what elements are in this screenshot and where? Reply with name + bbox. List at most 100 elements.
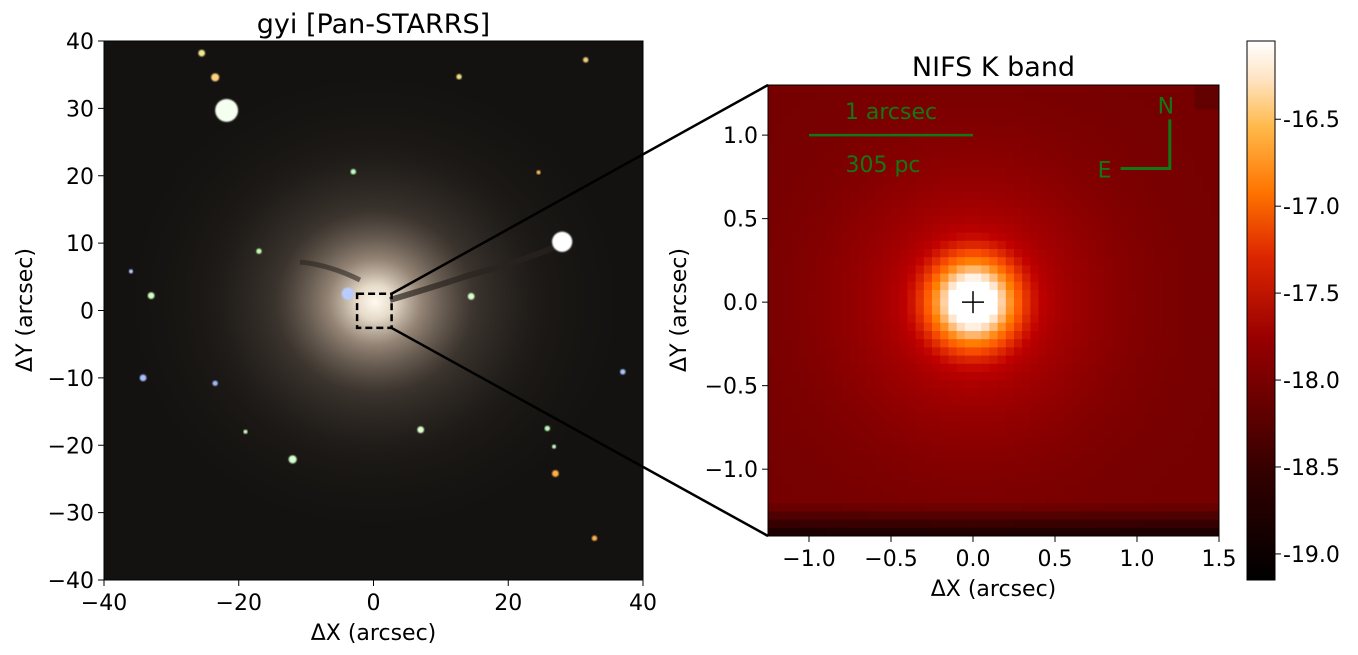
nifs-pixel	[776, 495, 785, 504]
nifs-pixel	[1096, 478, 1105, 488]
nifs-pixel	[792, 142, 802, 152]
nifs-pixel	[1120, 495, 1130, 504]
nifs-pixel	[1005, 265, 1015, 275]
nifs-pixel	[1014, 126, 1023, 135]
nifs-pixel	[1169, 454, 1179, 463]
nifs-pixel	[1096, 208, 1105, 217]
nifs-pixel	[973, 150, 982, 160]
nifs-pixel	[907, 126, 917, 135]
nifs-pixel	[1038, 191, 1048, 201]
nifs-pixel	[948, 167, 958, 176]
nifs-pixel	[997, 495, 1007, 504]
nifs-pixel	[1120, 372, 1130, 381]
nifs-pixel	[1186, 281, 1195, 291]
nifs-pixel	[1161, 85, 1171, 94]
nifs-pixel	[1153, 224, 1163, 234]
nifs-pixel	[1169, 462, 1179, 471]
nifs-pixel	[932, 117, 941, 127]
nifs-pixel	[1137, 527, 1146, 536]
nifs-pixel	[956, 445, 966, 455]
nifs-pixel	[1014, 454, 1023, 463]
nifs-pixel	[1030, 470, 1040, 480]
nifs-pixel	[1005, 126, 1015, 135]
nifs-pixel	[817, 363, 826, 373]
nifs-pixel	[956, 175, 966, 184]
nifs-pixel	[768, 249, 777, 258]
nifs-pixel	[817, 167, 826, 176]
nifs-pixel	[940, 191, 949, 201]
nifs-pixel	[1055, 331, 1064, 340]
nifs-pixel	[1046, 158, 1056, 168]
nifs-pixel	[940, 347, 949, 357]
nifs-pixel	[858, 273, 867, 283]
nifs-pixel	[1046, 511, 1056, 521]
nifs-pixel	[874, 240, 884, 250]
nifs-pixel	[792, 322, 802, 332]
nifs-pixel	[1005, 404, 1015, 414]
nifs-pixel	[776, 257, 785, 266]
nifs-pixel	[866, 322, 876, 332]
nifs-pixel	[1063, 265, 1072, 275]
nifs-pixel	[1038, 363, 1048, 373]
nifs-pixel	[1022, 290, 1031, 299]
nifs-pixel	[833, 503, 843, 512]
nifs-pixel	[1169, 150, 1179, 160]
nifs-pixel	[1137, 413, 1146, 422]
nifs-pixel	[776, 380, 785, 389]
nifs-pixel	[915, 462, 925, 471]
nifs-pixel	[768, 339, 777, 348]
nifs-pixel	[1079, 380, 1089, 389]
nifs-pixel	[1186, 142, 1195, 152]
nifs-pixel	[809, 232, 818, 242]
nifs-pixel	[1194, 158, 1204, 168]
nifs-pixel	[1112, 126, 1122, 135]
nifs-pixel	[858, 404, 867, 414]
nifs-pixel	[907, 339, 917, 348]
nifs-pixel	[1210, 388, 1219, 398]
nifs-pixel	[841, 109, 851, 119]
nifs-pixel	[1178, 290, 1187, 299]
nifs-pixel	[776, 363, 785, 373]
nifs-pixel	[784, 339, 794, 348]
nifs-pixel	[1194, 372, 1204, 381]
nifs-pixel	[923, 298, 933, 307]
nifs-pixel	[858, 101, 867, 111]
nifs-pixel	[841, 306, 851, 316]
nifs-pixel	[866, 462, 876, 471]
nifs-pixel	[899, 150, 908, 160]
nifs-pixel	[1030, 109, 1040, 119]
nifs-pixel	[989, 117, 999, 127]
nifs-pixel	[981, 519, 990, 529]
nifs-pixel	[964, 150, 974, 160]
nifs-pixel	[1014, 470, 1023, 480]
nifs-pixel	[948, 126, 958, 135]
nifs-pixel	[1128, 240, 1138, 250]
nifs-pixel	[1005, 167, 1015, 176]
nifs-pixel	[907, 224, 917, 234]
nifs-pixel	[891, 486, 900, 496]
nifs-pixel	[940, 224, 949, 234]
nifs-pixel	[1137, 495, 1146, 504]
y-tick-label: 40	[66, 30, 94, 55]
nifs-pixel	[940, 134, 949, 143]
nifs-pixel	[1005, 298, 1015, 307]
nifs-pixel	[800, 339, 810, 348]
point-source	[552, 231, 573, 252]
nifs-pixel	[1120, 486, 1130, 496]
nifs-pixel	[1210, 331, 1219, 340]
nifs-pixel	[964, 224, 974, 234]
nifs-pixel	[784, 167, 794, 176]
nifs-pixel	[1079, 339, 1089, 348]
nifs-pixel	[1112, 437, 1122, 447]
nifs-pixel	[891, 306, 900, 316]
nifs-pixel	[1178, 331, 1187, 340]
nifs-pixel	[882, 421, 892, 430]
nifs-pixel	[882, 363, 892, 373]
nifs-pixel	[784, 355, 794, 365]
nifs-pixel	[866, 396, 876, 406]
nifs-pixel	[1120, 331, 1130, 340]
nifs-pixel	[817, 150, 826, 160]
nifs-pixel	[1112, 167, 1122, 176]
nifs-pixel	[973, 396, 982, 406]
nifs-pixel	[915, 298, 925, 307]
